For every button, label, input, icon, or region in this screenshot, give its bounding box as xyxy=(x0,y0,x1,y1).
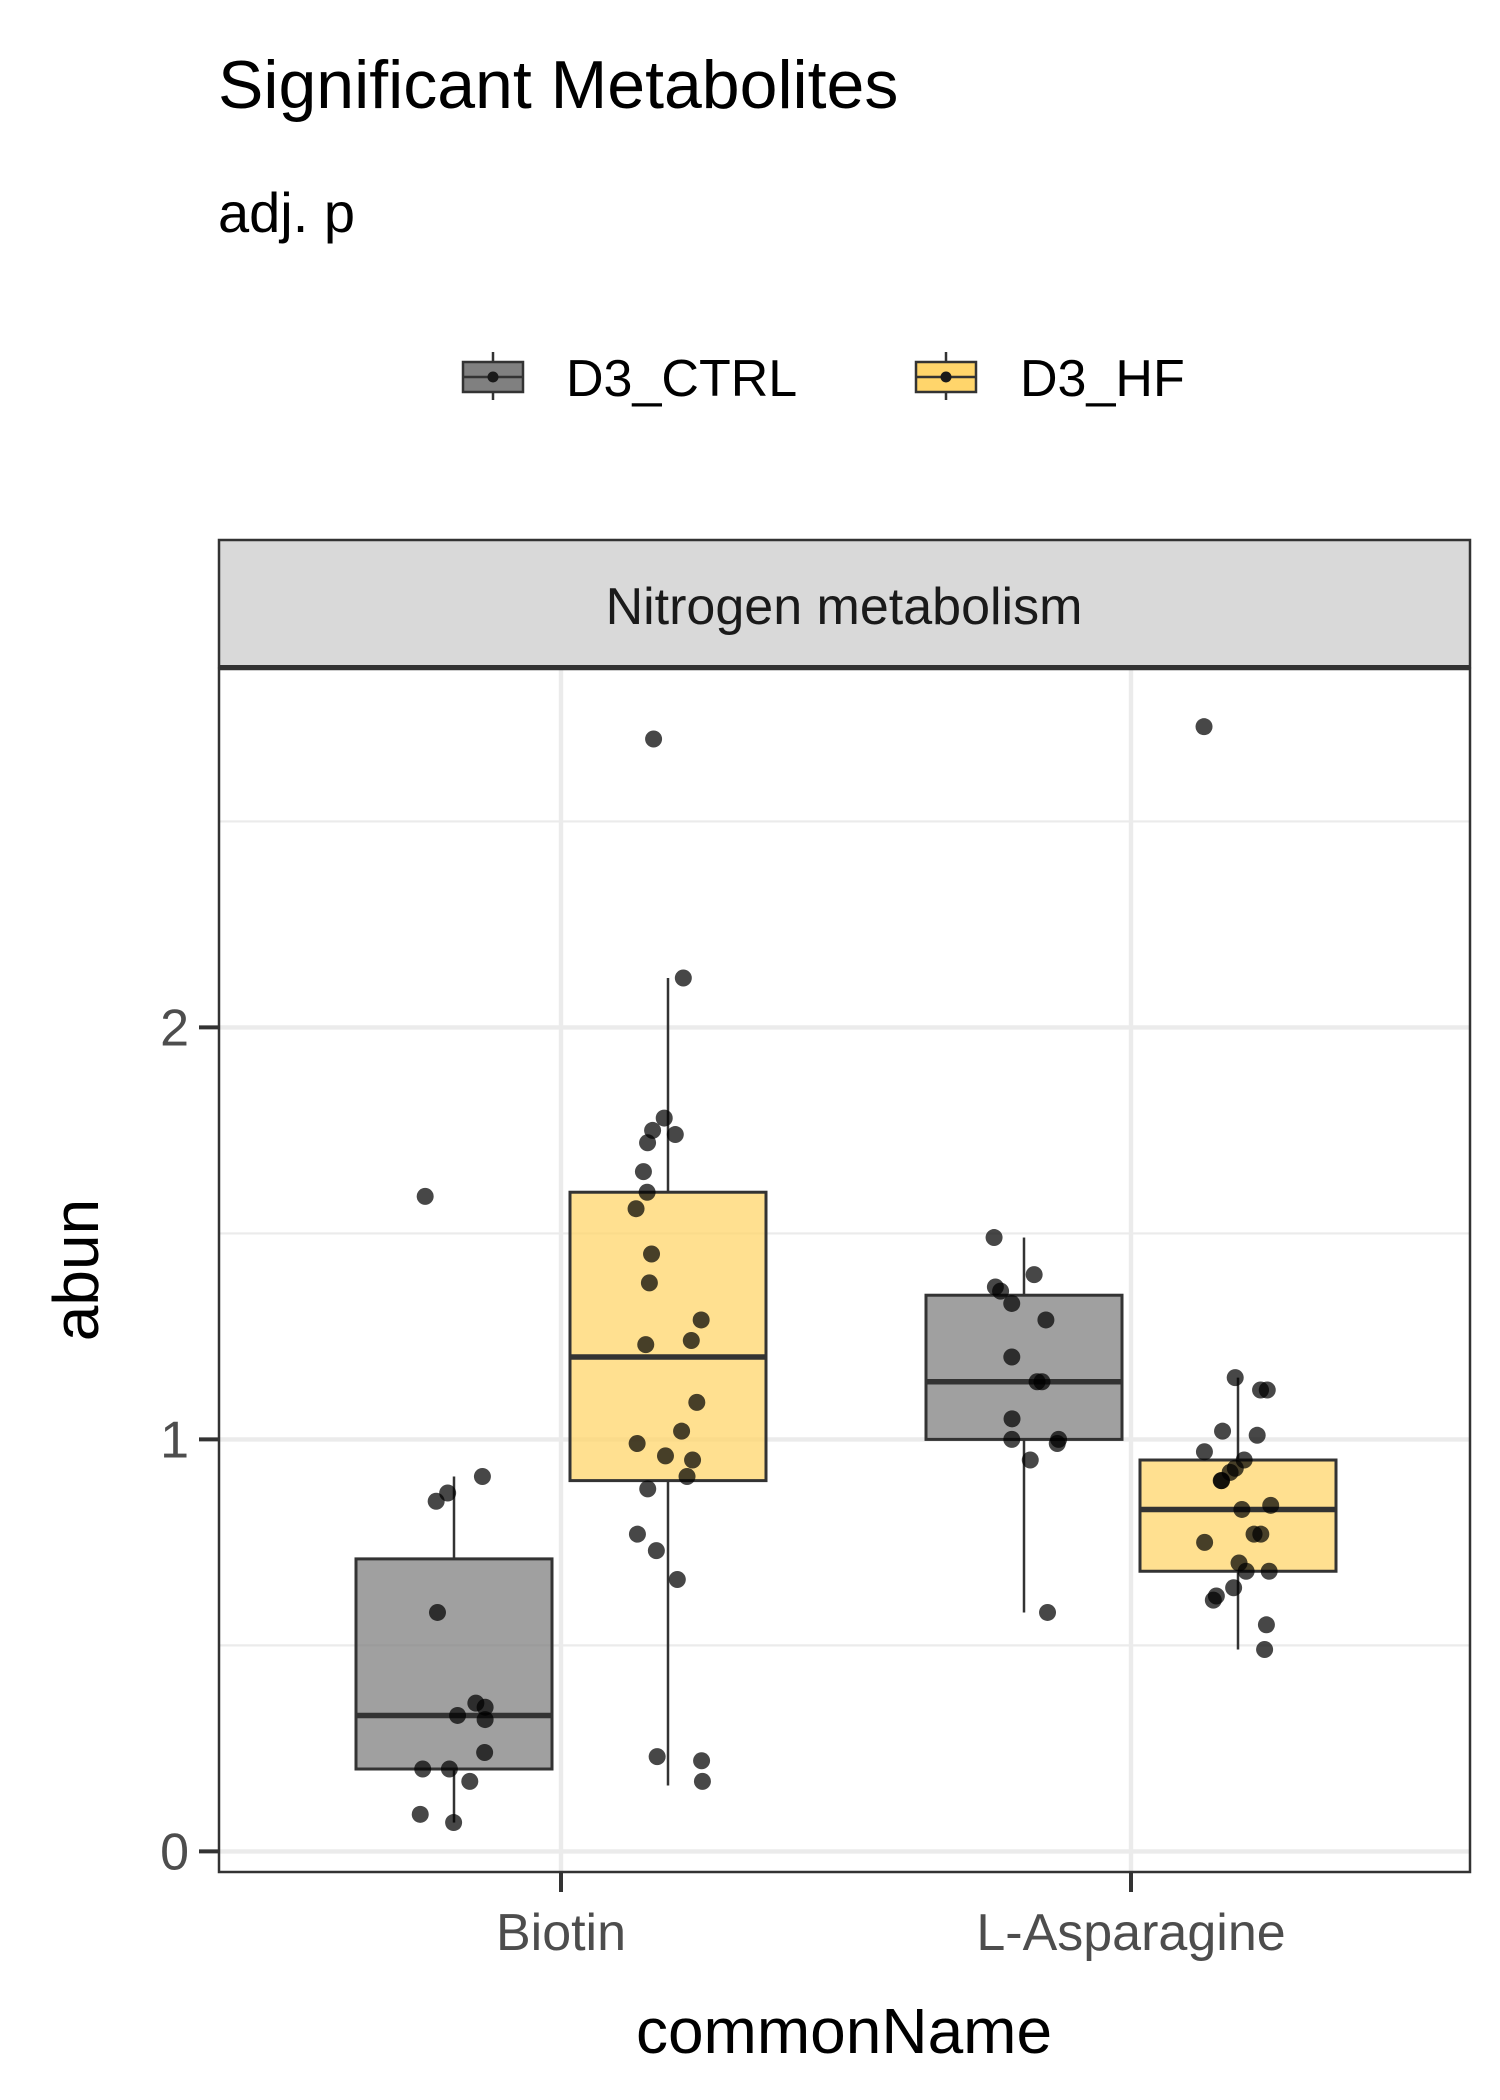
data-point xyxy=(637,1336,655,1354)
data-point xyxy=(673,1422,691,1440)
x-tick-label: Biotin xyxy=(496,1904,626,1962)
box-body xyxy=(924,1293,1124,1441)
box-D3_CTRL-L-Asparagine xyxy=(924,1237,1124,1613)
data-point xyxy=(1214,1422,1232,1440)
chart-title: Significant Metabolites xyxy=(218,47,898,123)
data-point xyxy=(1039,1603,1057,1621)
data-point xyxy=(1003,1348,1021,1366)
data-point xyxy=(1021,1451,1039,1469)
x-axis-title: commonName xyxy=(636,1995,1052,2067)
data-point xyxy=(1245,1525,1263,1543)
data-point xyxy=(476,1744,494,1762)
data-point xyxy=(1196,1533,1214,1551)
data-point xyxy=(1003,1430,1021,1448)
data-point xyxy=(1195,718,1213,736)
data-point xyxy=(440,1760,458,1778)
data-point xyxy=(1025,1266,1043,1284)
chart-marks xyxy=(354,718,1338,1832)
data-point xyxy=(1204,1591,1222,1609)
data-point xyxy=(476,1711,494,1729)
chart-subtitle: adj. p xyxy=(218,181,355,244)
y-tick-label: 1 xyxy=(160,1411,189,1469)
data-point xyxy=(643,1245,661,1263)
data-point xyxy=(985,1229,1003,1247)
box-D3_HF-Biotin xyxy=(568,977,768,1786)
data-point xyxy=(473,1467,491,1485)
data-point xyxy=(628,1525,646,1543)
data-point xyxy=(1248,1426,1266,1444)
data-point xyxy=(688,1393,706,1411)
y-axis-title: abun xyxy=(40,1199,112,1341)
data-point xyxy=(645,730,663,748)
data-point xyxy=(1003,1410,1021,1428)
data-point xyxy=(638,1183,656,1201)
data-point xyxy=(684,1451,702,1469)
data-point xyxy=(1048,1435,1066,1453)
data-point xyxy=(445,1814,463,1832)
data-point xyxy=(656,1447,674,1465)
data-point xyxy=(1258,1381,1276,1399)
data-point xyxy=(1262,1496,1280,1514)
data-point xyxy=(682,1332,700,1350)
data-point xyxy=(414,1760,432,1778)
data-point xyxy=(640,1274,658,1292)
legend-key-ctrl xyxy=(461,352,525,400)
data-point xyxy=(627,1200,645,1218)
legend: D3_CTRL D3_HF xyxy=(461,350,1185,408)
data-point xyxy=(647,1542,665,1560)
data-point xyxy=(1003,1294,1021,1312)
panel-border xyxy=(217,667,1472,1874)
data-point xyxy=(1195,1443,1213,1461)
data-point xyxy=(693,1772,711,1790)
box-body xyxy=(568,1190,768,1483)
data-point xyxy=(639,1134,657,1152)
legend-label-ctrl: D3_CTRL xyxy=(566,350,797,408)
data-point xyxy=(648,1748,666,1766)
y-tick-label: 2 xyxy=(160,999,189,1057)
box-body xyxy=(354,1557,554,1771)
data-point xyxy=(674,969,692,987)
data-point xyxy=(461,1772,479,1790)
data-point xyxy=(411,1805,429,1823)
data-point xyxy=(416,1187,434,1205)
data-point xyxy=(992,1282,1010,1300)
data-point xyxy=(1257,1616,1275,1634)
legend-key-hf xyxy=(914,352,978,400)
data-point xyxy=(678,1467,696,1485)
facet-strip xyxy=(217,538,1472,669)
data-point xyxy=(1037,1311,1055,1329)
data-point xyxy=(628,1435,646,1453)
data-point xyxy=(1028,1373,1046,1391)
data-point xyxy=(692,1311,710,1329)
data-point xyxy=(693,1752,711,1770)
legend-label-hf: D3_HF xyxy=(1020,350,1185,408)
x-tick-label: L-Asparagine xyxy=(976,1904,1285,1962)
data-point xyxy=(1237,1562,1255,1580)
axes: 0 1 2 Biotin L-Asparagine xyxy=(160,999,1286,1962)
box-D3_CTRL-Biotin xyxy=(354,1476,554,1823)
data-point xyxy=(639,1480,657,1498)
data-point xyxy=(1213,1472,1231,1490)
data-point xyxy=(1260,1562,1278,1580)
data-point xyxy=(1233,1500,1251,1518)
data-point xyxy=(666,1126,684,1144)
data-point xyxy=(476,1698,494,1716)
data-point xyxy=(634,1163,652,1181)
data-point xyxy=(428,1603,446,1621)
data-point xyxy=(655,1109,673,1127)
data-point xyxy=(427,1492,445,1510)
y-tick-label: 0 xyxy=(160,1823,189,1881)
data-point xyxy=(1256,1641,1274,1659)
facet-label: Nitrogen metabolism xyxy=(606,578,1083,636)
data-point xyxy=(1226,1369,1244,1387)
data-point xyxy=(668,1570,686,1588)
data-point xyxy=(449,1706,467,1724)
data-point xyxy=(1225,1579,1243,1597)
